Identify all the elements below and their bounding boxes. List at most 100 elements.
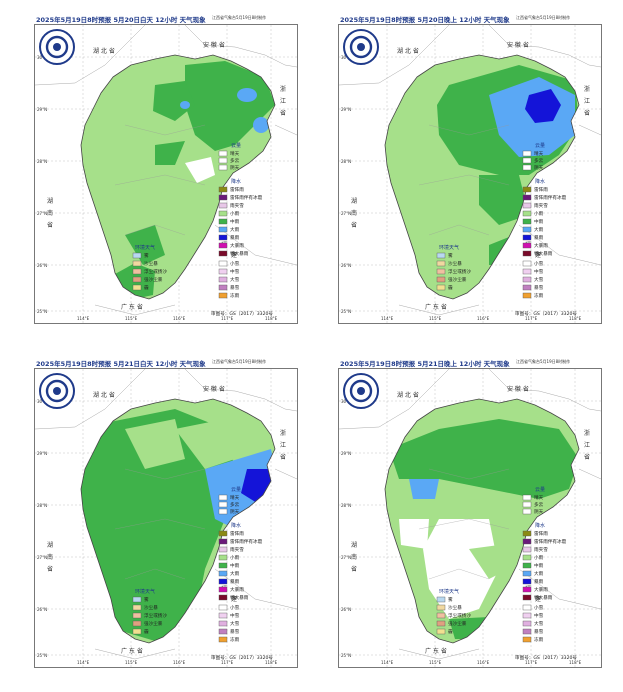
legend-swatch — [218, 612, 228, 619]
lat-label: 29°N — [37, 107, 47, 112]
legend-label: 中雨 — [230, 218, 240, 225]
legend-label: 雷阵雨伴有冰雹 — [230, 538, 263, 545]
legend-swatch — [522, 586, 532, 593]
legend-label: 特大暴雨 — [230, 250, 249, 257]
legend-label: 冻雨 — [230, 292, 240, 299]
legend-swatch — [436, 612, 446, 619]
province-label-anhui: 安 徽 省 — [507, 41, 529, 49]
lon-label: 116°E — [173, 316, 186, 321]
legend-env-header: 环境天气 — [135, 588, 155, 595]
legend-swatch — [522, 508, 532, 515]
legend-label: 霾 — [448, 284, 453, 291]
legend-precip-header: 降水 — [231, 178, 241, 185]
legend-label: 沙尘暴 — [448, 604, 462, 611]
legend-label: 晴天 — [534, 150, 544, 157]
neighbor-boundary — [94, 648, 176, 660]
neighbor-boundary — [184, 369, 297, 412]
precip-areas — [385, 55, 579, 299]
lon-label: 115°E — [429, 316, 442, 321]
legend-label: 浮尘或扬沙 — [448, 612, 471, 619]
province-label-guangdong: 广 东 省 — [121, 303, 143, 311]
legend-swatch — [522, 612, 532, 619]
legend-label: 暴雪 — [230, 285, 240, 291]
legend-swatch — [132, 628, 142, 635]
legend-swatch — [522, 268, 532, 275]
lat-label: 30°N — [341, 399, 351, 404]
legend-label: 暴雨 — [534, 579, 544, 585]
legend-label: 浮尘或扬沙 — [144, 612, 167, 619]
neighbor-boundary — [339, 25, 450, 86]
lon-label: 116°E — [477, 316, 490, 321]
county-boundary — [418, 124, 510, 236]
province-label-anhui: 安 徽 省 — [203, 385, 225, 393]
legend-label: 雷阵雨 — [534, 186, 548, 193]
legend-cloud-header: 云量 — [535, 486, 545, 493]
legend-swatch — [218, 620, 228, 627]
cma-logo-icon — [343, 373, 379, 409]
panel-title: 2025年5月19日8时预报 5月21日白天 12小时 天气现象 — [36, 360, 206, 368]
legend-swatch — [522, 202, 532, 209]
county-boundary — [418, 468, 510, 580]
legend-label: 冻雨 — [230, 636, 240, 643]
legend-label: 沙尘暴 — [144, 260, 158, 267]
approval-number: 审图号：GS（2017）3320号 — [211, 310, 273, 317]
legend-label: 雾 — [448, 252, 453, 259]
province-label-sheng2: 省 — [47, 221, 53, 229]
lat-label: 25°N — [37, 653, 47, 658]
legend-label: 暴雨 — [230, 235, 240, 241]
legend-label: 雷阵雨伴有冰雹 — [534, 194, 567, 201]
legend-swatch — [522, 186, 532, 193]
legend-swatch — [522, 494, 532, 501]
legend-label: 小雨 — [534, 554, 544, 561]
legend-label: 小雪 — [534, 604, 544, 611]
province-label-anhui: 安 徽 省 — [203, 41, 225, 49]
province-label-hu: 湖 — [47, 197, 53, 205]
legend-label: 雾 — [144, 252, 149, 259]
legend-swatch — [522, 250, 532, 257]
legend-label: 阴天 — [230, 164, 240, 171]
neighbor-boundary — [214, 568, 297, 610]
province-label-jiang: 江 — [280, 442, 286, 449]
legend-swatch — [522, 554, 532, 561]
legend-label: 特大暴雨 — [534, 594, 553, 601]
lon-label: 117°E — [525, 316, 538, 321]
legend-swatch — [218, 164, 228, 171]
legend-swatch — [218, 260, 228, 267]
legend-label: 大雨 — [534, 226, 544, 233]
province-label-sheng: 省 — [584, 109, 590, 117]
legend-swatch — [218, 508, 228, 515]
legend-swatch — [132, 620, 142, 627]
legend-swatch — [132, 604, 142, 611]
legend-label: 大暴雨 — [534, 586, 548, 593]
legend-label: 晴天 — [230, 494, 240, 501]
province-label-jiang: 江 — [584, 442, 590, 449]
legend-swatch — [218, 234, 228, 241]
legend-swatch — [218, 276, 228, 283]
province-label-hubei: 湖 北 省 — [397, 391, 419, 399]
lat-label: 26°N — [341, 263, 351, 268]
legend-label: 特大暴雨 — [230, 594, 249, 601]
legend-swatch — [522, 260, 532, 267]
lon-label: 117°E — [525, 660, 538, 665]
province-label-jiang: 江 — [584, 98, 590, 105]
lat-label: 28°N — [37, 503, 47, 508]
jiangxi-map: 30°N 29°N 28°N 27°N 26°N 25°N 114°E 115°E 116°E 1… — [339, 25, 601, 323]
legend-swatch — [218, 636, 228, 643]
legend-swatch — [436, 276, 446, 283]
lat-label: 30°N — [341, 55, 351, 60]
legend-cloud-header: 云量 — [231, 486, 241, 493]
legend-swatch — [218, 628, 228, 635]
county-boundary — [114, 468, 206, 580]
legend-swatch — [218, 210, 228, 217]
jiangxi-border — [80, 54, 276, 300]
map-frame: 30°N 29°N 28°N 27°N 26°N 25°N 114°E 115°E 116°E 1… — [338, 24, 602, 324]
legend-label: 沙尘暴 — [448, 260, 462, 267]
legend-swatch — [132, 268, 142, 275]
legend-swatch — [522, 226, 532, 233]
legend-label: 大雪 — [534, 276, 544, 283]
legend-label: 强沙尘暴 — [144, 620, 163, 627]
legend-swatch — [218, 562, 228, 569]
province-label-nan: 南 — [351, 209, 357, 217]
legend-swatch — [436, 628, 446, 635]
legend-swatch — [218, 194, 228, 201]
